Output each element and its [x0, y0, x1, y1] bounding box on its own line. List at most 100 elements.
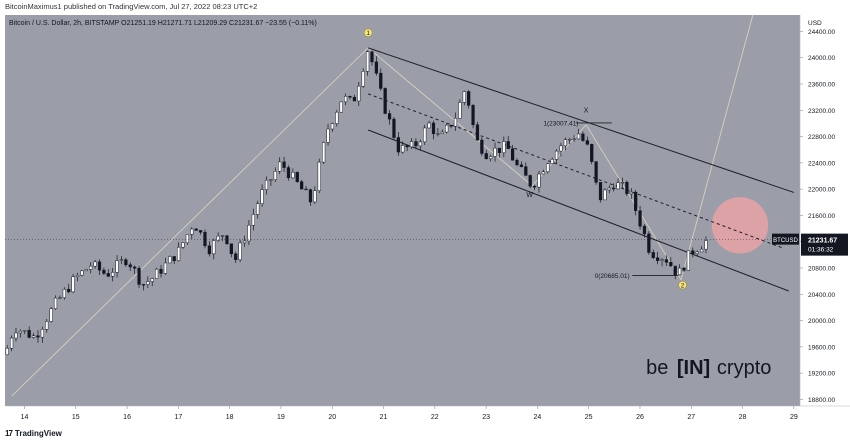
candle-down — [467, 91, 471, 106]
candle-down — [282, 161, 286, 168]
candle-up — [238, 242, 242, 260]
candle-down — [102, 269, 106, 274]
candle-up — [75, 274, 80, 277]
time-tick-label: 15 — [72, 414, 80, 421]
candle-up — [31, 335, 36, 338]
candle-up — [660, 259, 664, 261]
candle-down — [532, 185, 537, 188]
candle-up — [440, 131, 444, 134]
candle-up — [247, 224, 251, 242]
time-tick-label: 16 — [123, 414, 131, 421]
candle-up — [119, 259, 124, 261]
candle-down — [414, 141, 418, 147]
candle-up — [436, 133, 440, 135]
candle-down — [396, 137, 400, 153]
candle-up — [678, 267, 682, 276]
currency-label: USD — [808, 20, 822, 27]
candle-down — [431, 122, 436, 135]
wave-trend-line — [367, 47, 533, 187]
candle-down — [304, 188, 308, 191]
candle-up — [176, 246, 181, 262]
watermark-be: be — [646, 357, 668, 379]
candle-up — [326, 128, 330, 143]
candle-up — [168, 256, 172, 264]
candle-up — [453, 117, 458, 127]
candle-down — [124, 259, 128, 265]
wave-1-marker-text: 1 — [366, 31, 370, 37]
candle-down — [383, 88, 387, 114]
candle-up — [563, 139, 567, 147]
candle-down — [625, 182, 629, 195]
price-axis-background — [800, 15, 850, 406]
candle-up — [537, 173, 541, 188]
candle-down — [97, 261, 102, 271]
candle-up — [357, 85, 361, 102]
candle-down — [141, 284, 146, 286]
candle-down — [638, 210, 642, 227]
time-tick-label: 26 — [636, 414, 644, 421]
candle-up — [313, 190, 317, 203]
candle-down — [511, 148, 515, 161]
candle-up — [242, 240, 247, 244]
candle-down — [207, 245, 211, 255]
target-zone-circle — [711, 197, 769, 254]
candle-up — [273, 171, 277, 180]
candle-up — [89, 265, 93, 270]
time-tick-label: 24 — [533, 414, 541, 421]
price-tick-label: 20400.00 — [808, 292, 835, 299]
price-chart[interactable]: USD 24400.00 24000.00 23600.00 23200.00 22800… — [0, 14, 850, 426]
candle-down — [590, 143, 594, 162]
channel-line — [367, 47, 795, 193]
symbol-tag-bg — [772, 233, 799, 245]
candle-up — [427, 122, 431, 129]
candle-down — [634, 191, 638, 211]
channel-line — [367, 129, 789, 292]
price-tick-label: 19600.00 — [808, 344, 835, 351]
wave-1-marker — [363, 28, 373, 37]
candle-up — [343, 96, 348, 103]
candle-down — [203, 231, 207, 247]
candle-up — [260, 189, 264, 204]
ohlc-high: H21271.71 — [158, 20, 194, 27]
candle-up — [330, 123, 335, 130]
time-tick-label: 25 — [585, 414, 593, 421]
candle-down — [106, 273, 110, 277]
candle-up — [445, 124, 449, 133]
candle-down — [642, 225, 647, 235]
candle-up — [541, 171, 545, 175]
candle-up — [462, 91, 466, 103]
candle-down — [159, 268, 163, 274]
price-tag-value: 21231.67 — [808, 238, 837, 245]
candle-up — [704, 240, 708, 250]
time-tick-label: 14 — [21, 414, 29, 421]
time-axis-background — [5, 406, 850, 426]
candle-down — [405, 145, 409, 148]
price-tick-label: 22800.00 — [808, 134, 835, 141]
candle-down — [387, 113, 392, 120]
candle-up — [423, 127, 427, 143]
candle-up — [264, 179, 269, 190]
candle-up — [361, 71, 365, 87]
tradingview-logo[interactable]: 17 TradingView — [5, 429, 62, 438]
candle-up — [53, 297, 58, 309]
candle-up — [493, 147, 497, 157]
candle-up — [401, 145, 405, 153]
candle-up — [317, 161, 321, 192]
candle-up — [365, 51, 370, 72]
candle-down — [647, 233, 651, 253]
candle-up — [603, 189, 607, 201]
time-tick-label: 27 — [687, 414, 695, 421]
time-tick-label: 17 — [174, 414, 182, 421]
price-tag-bg — [801, 233, 848, 256]
candle-down — [27, 330, 31, 338]
candle-up — [269, 179, 273, 181]
candle-down — [524, 166, 528, 176]
candle-up — [291, 172, 295, 179]
candle-up — [49, 308, 53, 322]
candle-down — [581, 133, 585, 141]
candle-down — [67, 289, 71, 293]
price-tick-label: 19200.00 — [808, 371, 835, 378]
candle-down — [598, 182, 603, 201]
wave-w-label: W — [526, 192, 533, 199]
candle-up — [251, 214, 255, 226]
